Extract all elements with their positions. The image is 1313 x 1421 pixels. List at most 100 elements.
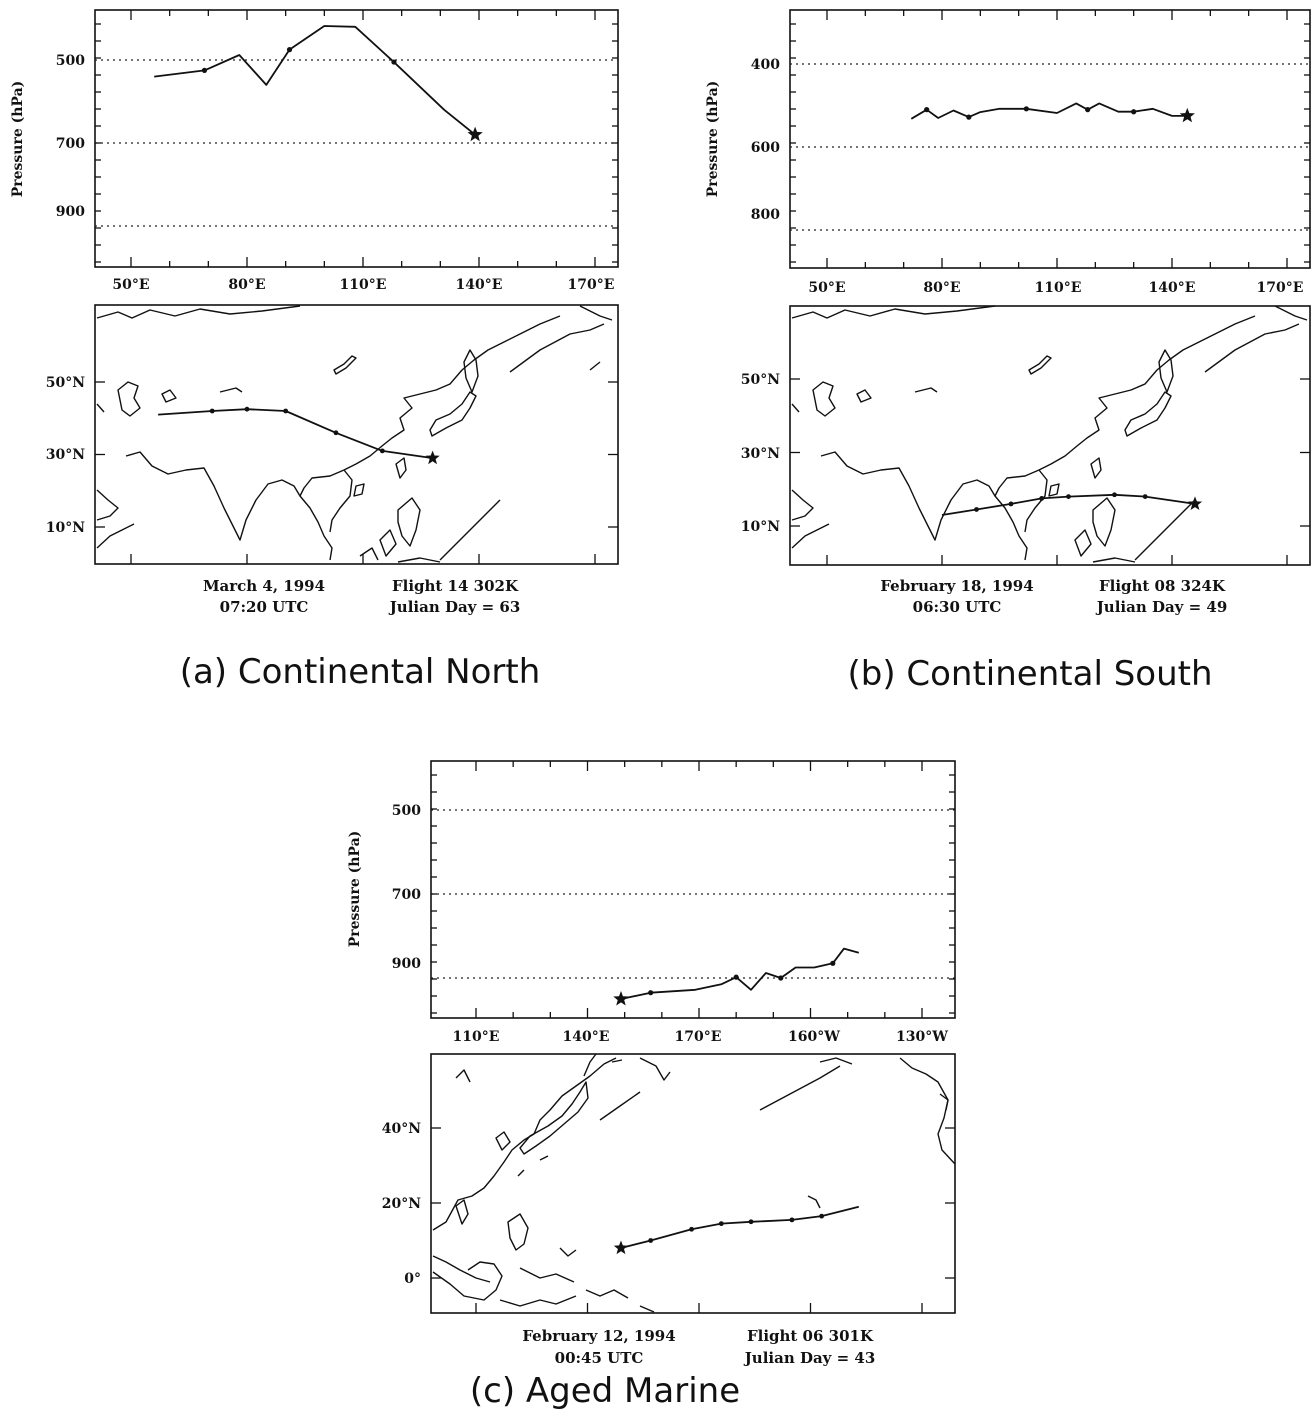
map-trajectory-line <box>620 1205 860 1249</box>
map-a: 50°N 30°N 10°N <box>46 304 619 565</box>
pressure-point <box>1131 109 1137 115</box>
map-trajectory-point <box>209 408 215 414</box>
pressure-frame-a <box>94 9 619 268</box>
lat-tick-label: 50°N <box>741 372 780 388</box>
lon-tick-label: 170°E <box>568 277 615 293</box>
lon-tick-label: 170°E <box>675 1029 722 1045</box>
map-trajectory-point <box>1142 494 1148 499</box>
pressure-trajectory-a <box>154 25 483 142</box>
lon-tick-label: 80°E <box>228 277 265 293</box>
panel-b: Pressure (hPa) 400 600 800 50°E 80°E 110… <box>705 9 1311 694</box>
pressure-tick-label: 700 <box>392 887 421 903</box>
map-ticks-a <box>95 381 618 564</box>
pressure-point <box>966 114 972 120</box>
pressure-point <box>924 107 930 113</box>
pressure-grid-b <box>790 63 1310 231</box>
pressure-point <box>286 47 293 53</box>
date-label-c: February 12, 1994 <box>522 1327 675 1345</box>
pressure-tick-label: 400 <box>751 57 780 73</box>
pressure-tick-label: 600 <box>751 140 780 156</box>
panel-c: Pressure (hPa) 500 700 900 110°E 140°E 1… <box>347 760 956 1411</box>
pressure-ticks-c <box>431 761 955 1018</box>
julian-day-label-a: Julian Day = 63 <box>388 598 521 616</box>
pressure-trajectory-b <box>910 102 1195 123</box>
flight-label-a: Flight 14 302K <box>392 577 519 595</box>
caption-b: (b) Continental South <box>847 654 1212 694</box>
map-c: 40°N 20°N 0° <box>382 1053 956 1314</box>
lat-tick-label: 10°N <box>741 519 780 535</box>
time-label-c: 00:45 UTC <box>555 1349 644 1367</box>
pressure-tick-label: 900 <box>392 956 421 972</box>
pressure-point <box>648 990 654 996</box>
lon-tick-label: 110°E <box>1035 280 1082 296</box>
pressure-grid-a <box>95 59 618 227</box>
map-trajectory-b <box>941 492 1203 516</box>
pressure-ticks-a <box>95 10 618 267</box>
lon-tick-label: 50°E <box>112 277 149 293</box>
map-trajectory-line <box>158 408 433 459</box>
lon-tick-label: 110°E <box>453 1029 500 1045</box>
map-frame-b <box>789 305 1311 566</box>
lon-tick-label: 50°E <box>808 280 845 296</box>
pressure-point <box>830 960 836 966</box>
map-trajectory-a <box>158 406 440 465</box>
pressure-axis-label-b: Pressure (hPa) <box>705 81 721 198</box>
map-trajectory-point <box>379 448 385 454</box>
caption-a: (a) Continental North <box>180 652 541 692</box>
lat-tick-label: 10°N <box>46 520 85 536</box>
map-trajectory-c <box>613 1205 860 1255</box>
map-trajectory-point <box>1066 494 1071 499</box>
pressure-point <box>201 67 208 73</box>
pressure-series-line <box>620 947 860 1000</box>
coastline-c <box>432 1053 956 1313</box>
julian-day-label-b: Julian Day = 49 <box>1095 598 1228 616</box>
lon-tick-label: 170°E <box>1257 280 1304 296</box>
lon-tick-label: 130°W <box>896 1029 948 1045</box>
map-frame-a <box>94 304 619 565</box>
pressure-point <box>1023 106 1029 112</box>
map-ticks-c <box>431 1127 955 1313</box>
map-trajectory-point <box>789 1217 795 1223</box>
map-frame-c <box>430 1053 956 1314</box>
pressure-point <box>1085 107 1091 113</box>
pressure-frame-c <box>430 760 956 1019</box>
pressure-chart-a: Pressure (hPa) 500 700 900 50°E 80°E 110… <box>10 9 619 293</box>
map-trajectory-point <box>718 1221 724 1227</box>
pressure-point <box>733 974 739 980</box>
flight-label-b: Flight 08 324K <box>1099 577 1226 595</box>
map-trajectory-line <box>941 493 1196 516</box>
lon-tick-label: 140°E <box>563 1029 610 1045</box>
map-trajectory-point <box>1039 496 1045 501</box>
map-trajectory-point <box>244 406 250 412</box>
pressure-tick-label: 500 <box>392 803 421 819</box>
map-b: 50°N 30°N 10°N <box>741 305 1311 566</box>
map-trajectory-point <box>819 1213 825 1219</box>
lat-tick-label: 40°N <box>382 1121 421 1137</box>
date-label-a: March 4, 1994 <box>203 577 325 595</box>
pressure-tick-label: 500 <box>56 53 85 69</box>
pressure-point <box>778 975 784 981</box>
pressure-frame-b <box>789 9 1311 269</box>
map-trajectory-point <box>283 408 289 414</box>
map-trajectory-point <box>689 1226 694 1232</box>
map-origin-star-marker <box>425 450 440 465</box>
lon-tick-label: 80°E <box>923 280 960 296</box>
map-trajectory-point <box>1008 501 1014 507</box>
pressure-chart-c: Pressure (hPa) 500 700 900 110°E 140°E 1… <box>347 760 956 1045</box>
origin-star-marker <box>613 991 629 1006</box>
map-origin-star-marker <box>1187 496 1203 510</box>
map-ticks-b <box>790 378 1310 565</box>
time-label-a: 07:20 UTC <box>220 598 309 616</box>
pressure-series-line <box>154 25 476 136</box>
date-label-b: February 18, 1994 <box>880 577 1033 595</box>
flight-label-c: Flight 06 301K <box>747 1327 874 1345</box>
pressure-ticks-b <box>790 10 1310 268</box>
origin-star-marker <box>1179 107 1195 123</box>
coastline-b <box>791 305 1308 563</box>
pressure-axis-label-c: Pressure (hPa) <box>347 831 363 948</box>
pressure-axis-label-a: Pressure (hPa) <box>10 81 26 198</box>
origin-star-marker <box>467 126 483 142</box>
pressure-point <box>391 59 397 65</box>
lon-tick-label: 160°W <box>788 1029 840 1045</box>
